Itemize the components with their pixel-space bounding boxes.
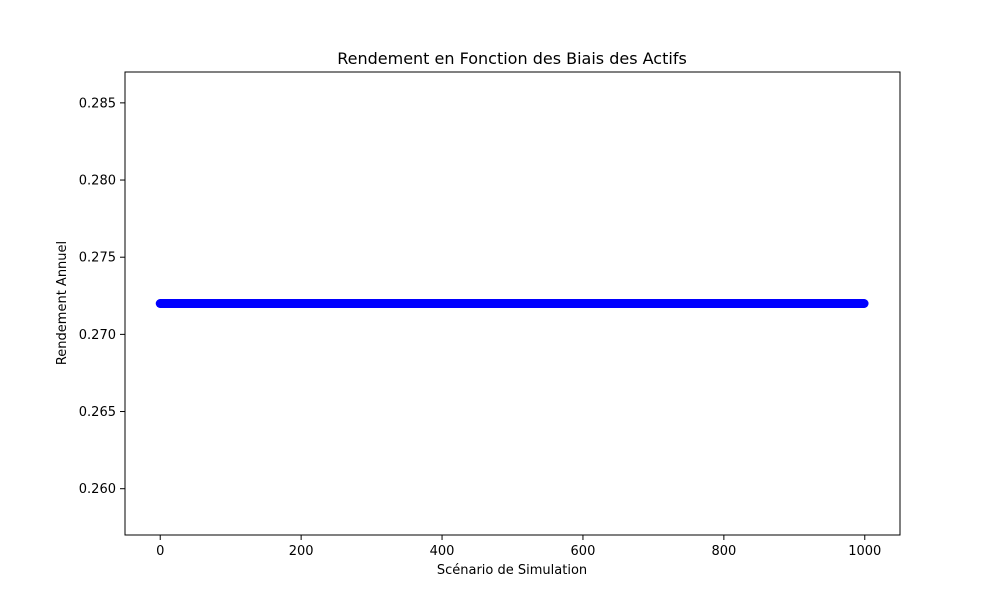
x-tick-label: 400 bbox=[430, 544, 455, 559]
y-tick-label: 0.260 bbox=[79, 482, 116, 497]
x-axis: 0 200 400 600 800 1000 bbox=[156, 535, 881, 559]
x-axis-label: Scénario de Simulation bbox=[437, 563, 587, 578]
x-tick-label: 200 bbox=[289, 544, 314, 559]
y-tick-label: 0.265 bbox=[79, 405, 116, 420]
y-axis: 0.260 0.265 0.270 0.275 0.280 0.285 bbox=[79, 96, 125, 497]
x-tick-label: 1000 bbox=[848, 544, 881, 559]
y-tick-label: 0.280 bbox=[79, 174, 116, 189]
x-tick-label: 600 bbox=[571, 544, 596, 559]
data-point bbox=[859, 299, 869, 308]
y-axis-label: Rendement Annuel bbox=[55, 241, 70, 365]
plot-area-frame bbox=[124, 71, 901, 536]
x-tick-label: 800 bbox=[711, 544, 736, 559]
data-points bbox=[155, 299, 869, 308]
y-tick-label: 0.275 bbox=[79, 251, 116, 266]
chart-title: Rendement en Fonction des Biais des Acti… bbox=[337, 49, 687, 68]
x-tick-label: 0 bbox=[156, 544, 164, 559]
y-tick-label: 0.270 bbox=[79, 328, 116, 343]
y-tick-label: 0.285 bbox=[79, 96, 116, 111]
